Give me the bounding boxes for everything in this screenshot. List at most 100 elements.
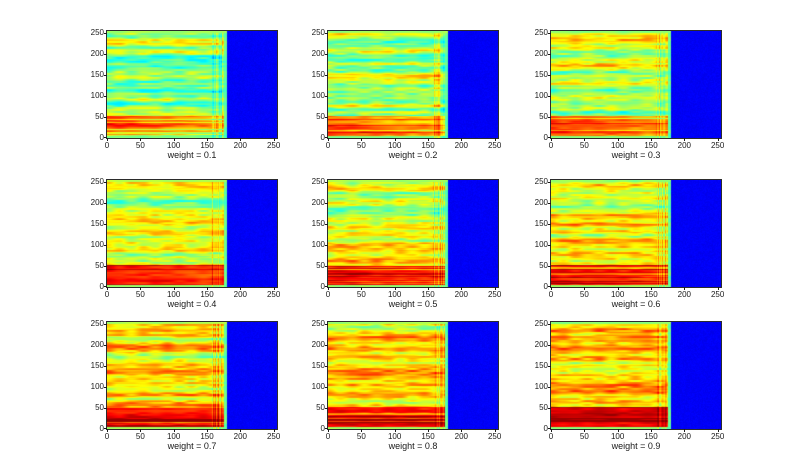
x-tick-label: 100	[387, 432, 402, 441]
x-tick-mark	[461, 429, 463, 432]
subplot-xlabel: weight = 0.1	[167, 150, 217, 160]
y-tick-mark	[104, 203, 107, 205]
y-tick-label: 250	[534, 177, 548, 187]
x-tick-mark	[617, 287, 619, 290]
y-tick-label: 0	[543, 133, 548, 142]
y-tick-mark	[104, 224, 107, 226]
y-tick-mark	[548, 137, 551, 138]
y-tick-label: 150	[534, 361, 548, 371]
y-tick-label: 100	[534, 91, 548, 101]
x-tick-label: 50	[135, 432, 145, 441]
x-tick-label: 0	[104, 290, 110, 299]
y-tick-label: 50	[539, 403, 548, 413]
y-tick-label: 50	[316, 261, 325, 271]
subplot: weight = 0.2 0 50 100 150 200 250 0 50 100 150 200…	[312, 29, 502, 160]
y-tick-label: 0	[320, 282, 325, 291]
x-tick-label: 50	[579, 432, 589, 441]
y-tick-mark	[104, 54, 107, 56]
y-tick-mark	[325, 96, 328, 98]
y-tick-mark	[104, 96, 107, 98]
y-tick-mark	[104, 366, 107, 368]
x-tick-label: 50	[356, 141, 366, 150]
x-tick-label: 200	[233, 290, 247, 299]
y-tick-mark	[104, 182, 107, 184]
y-tick-mark	[104, 75, 107, 77]
y-tick-mark	[548, 286, 551, 287]
y-tick-label: 50	[539, 112, 548, 122]
y-tick-mark	[325, 137, 328, 138]
x-tick-label: 150	[644, 432, 658, 441]
x-tick-mark	[273, 138, 275, 141]
y-tick-mark	[325, 387, 328, 389]
y-tick-label: 150	[311, 70, 325, 80]
x-tick-mark	[428, 138, 429, 141]
x-tick-label: 0	[548, 432, 554, 441]
spectrogram-canvas	[327, 321, 499, 430]
y-tick-label: 200	[90, 198, 104, 208]
x-tick-label: 250	[710, 290, 725, 299]
y-tick-label: 100	[534, 382, 548, 392]
y-tick-mark	[548, 266, 551, 268]
x-tick-label: 200	[677, 141, 691, 150]
y-tick-label: 0	[543, 424, 548, 433]
x-tick-mark	[240, 287, 242, 290]
x-tick-mark	[428, 429, 429, 432]
x-tick-mark	[494, 429, 496, 432]
y-tick-mark	[325, 75, 328, 77]
y-tick-label: 0	[543, 282, 548, 291]
x-tick-label: 50	[579, 290, 589, 299]
x-tick-label: 0	[104, 141, 110, 150]
y-tick-mark	[325, 324, 328, 326]
y-tick-label: 100	[90, 382, 104, 392]
x-tick-label: 150	[200, 432, 214, 441]
y-tick-mark	[548, 387, 551, 389]
y-tick-mark	[548, 117, 551, 119]
x-tick-label: 250	[266, 290, 281, 299]
x-tick-mark	[394, 287, 396, 290]
spectrogram-canvas	[550, 179, 722, 288]
y-tick-mark	[104, 245, 107, 247]
y-tick-mark	[104, 428, 107, 429]
y-tick-label: 0	[320, 133, 325, 142]
y-tick-mark	[325, 245, 328, 247]
subplot-xlabel: weight = 0.7	[167, 441, 217, 451]
x-tick-mark	[140, 429, 142, 432]
subplot: weight = 0.8 0 50 100 150 200 250 0 50 100 150 200…	[312, 320, 502, 451]
subplot: weight = 0.7 0 50 100 150 200 250 0 50 100 150 200…	[91, 320, 281, 451]
x-tick-mark	[240, 429, 242, 432]
x-tick-mark	[140, 138, 142, 141]
y-tick-label: 200	[311, 49, 325, 59]
y-tick-label: 100	[90, 240, 104, 250]
x-tick-label: 200	[233, 432, 247, 441]
x-tick-mark	[684, 287, 686, 290]
y-tick-label: 250	[311, 28, 325, 38]
x-tick-label: 50	[579, 141, 589, 150]
y-tick-label: 0	[99, 424, 104, 433]
y-tick-mark	[548, 324, 551, 326]
x-tick-mark	[328, 287, 329, 290]
x-tick-mark	[140, 287, 142, 290]
x-tick-label: 200	[677, 290, 691, 299]
y-tick-mark	[104, 117, 107, 119]
x-tick-mark	[551, 287, 552, 290]
x-tick-label: 250	[487, 432, 502, 441]
x-tick-mark	[361, 287, 363, 290]
spectrogram-canvas	[106, 321, 278, 430]
x-tick-mark	[173, 138, 175, 141]
y-tick-mark	[548, 245, 551, 247]
y-tick-mark	[325, 428, 328, 429]
spectrogram-canvas	[550, 30, 722, 139]
y-tick-mark	[325, 345, 328, 347]
y-tick-label: 50	[95, 403, 104, 413]
x-tick-mark	[717, 138, 719, 141]
y-tick-mark	[548, 366, 551, 368]
y-tick-mark	[325, 182, 328, 184]
x-tick-label: 250	[487, 290, 502, 299]
y-tick-label: 250	[534, 28, 548, 38]
y-tick-label: 250	[90, 319, 104, 329]
x-tick-mark	[107, 138, 108, 141]
y-tick-mark	[548, 182, 551, 184]
x-tick-mark	[173, 287, 175, 290]
y-tick-mark	[548, 33, 551, 35]
x-tick-label: 0	[325, 432, 331, 441]
